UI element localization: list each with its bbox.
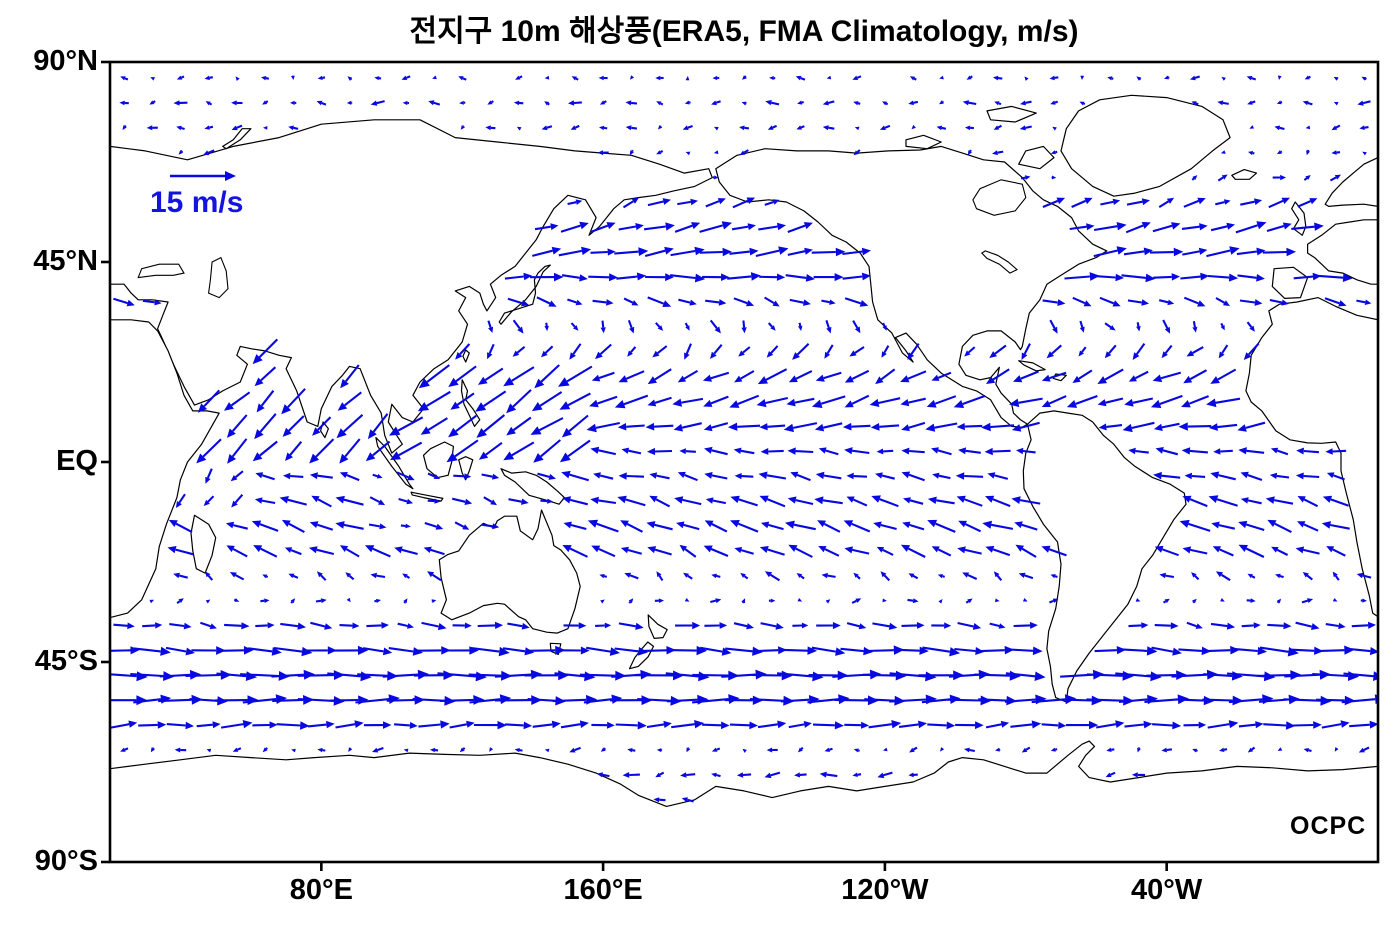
coastline-java xyxy=(410,491,444,502)
coastline-nz-south xyxy=(628,641,655,670)
coastline-nz-north xyxy=(647,614,668,639)
coastline-cuba xyxy=(1018,360,1046,372)
x-tick-label: 40°W xyxy=(1131,874,1203,906)
axis-ticks xyxy=(101,60,1168,871)
coastline-iceland xyxy=(1231,169,1258,180)
x-tick-label: 160°E xyxy=(563,874,643,906)
coastline-eurasia xyxy=(110,119,713,454)
coastline-africa-east xyxy=(110,319,220,619)
reference-vector-label: 15 m/s xyxy=(150,186,244,219)
coastline-australia xyxy=(438,509,581,634)
chart-title: 전지구 10m 해상풍(ERA5, FMA Climatology, m/s) xyxy=(409,15,1079,48)
coastline-africa-west xyxy=(1245,297,1378,618)
ocpc-logo: OCPC xyxy=(1290,812,1367,840)
y-tick-label: 90°N xyxy=(33,45,98,77)
lake-caspian-sea xyxy=(207,256,229,299)
y-tick-label: 45°S xyxy=(34,645,98,677)
coastline-baffin xyxy=(1018,145,1055,170)
x-tick-label: 80°E xyxy=(289,874,353,906)
reference-vector-arrow xyxy=(170,171,236,181)
y-tick-label: 90°S xyxy=(34,845,98,877)
coastline-norway-right xyxy=(1324,157,1378,207)
y-tick-label: 45°N xyxy=(33,245,98,277)
wind-arrows-layer xyxy=(110,75,1378,803)
coastline-ellesmere xyxy=(986,105,1037,123)
x-tick-label: 120°W xyxy=(841,874,929,906)
lake-great-lakes xyxy=(980,250,1018,274)
coastline-iberia xyxy=(1271,266,1309,299)
coastline-europe-west xyxy=(1307,219,1378,285)
coastlines-layer xyxy=(110,94,1378,862)
coastline-borneo xyxy=(422,441,454,479)
lake-hudson-bay xyxy=(972,179,1027,216)
coastline-taiwan xyxy=(462,349,470,363)
coastline-novaya-zemlya xyxy=(222,128,252,150)
coastline-antarctica xyxy=(110,740,1378,862)
coastline-philippines xyxy=(460,379,481,427)
coastline-victoria-island xyxy=(905,134,942,150)
coastline-south-america xyxy=(1022,410,1187,703)
coastline-greenland xyxy=(1060,94,1231,197)
lake-black-sea xyxy=(137,263,185,279)
y-tick-label: EQ xyxy=(56,445,98,477)
coastline-madagascar xyxy=(190,514,217,574)
coastline-japan xyxy=(498,264,551,325)
coastline-north-america xyxy=(715,145,1108,428)
